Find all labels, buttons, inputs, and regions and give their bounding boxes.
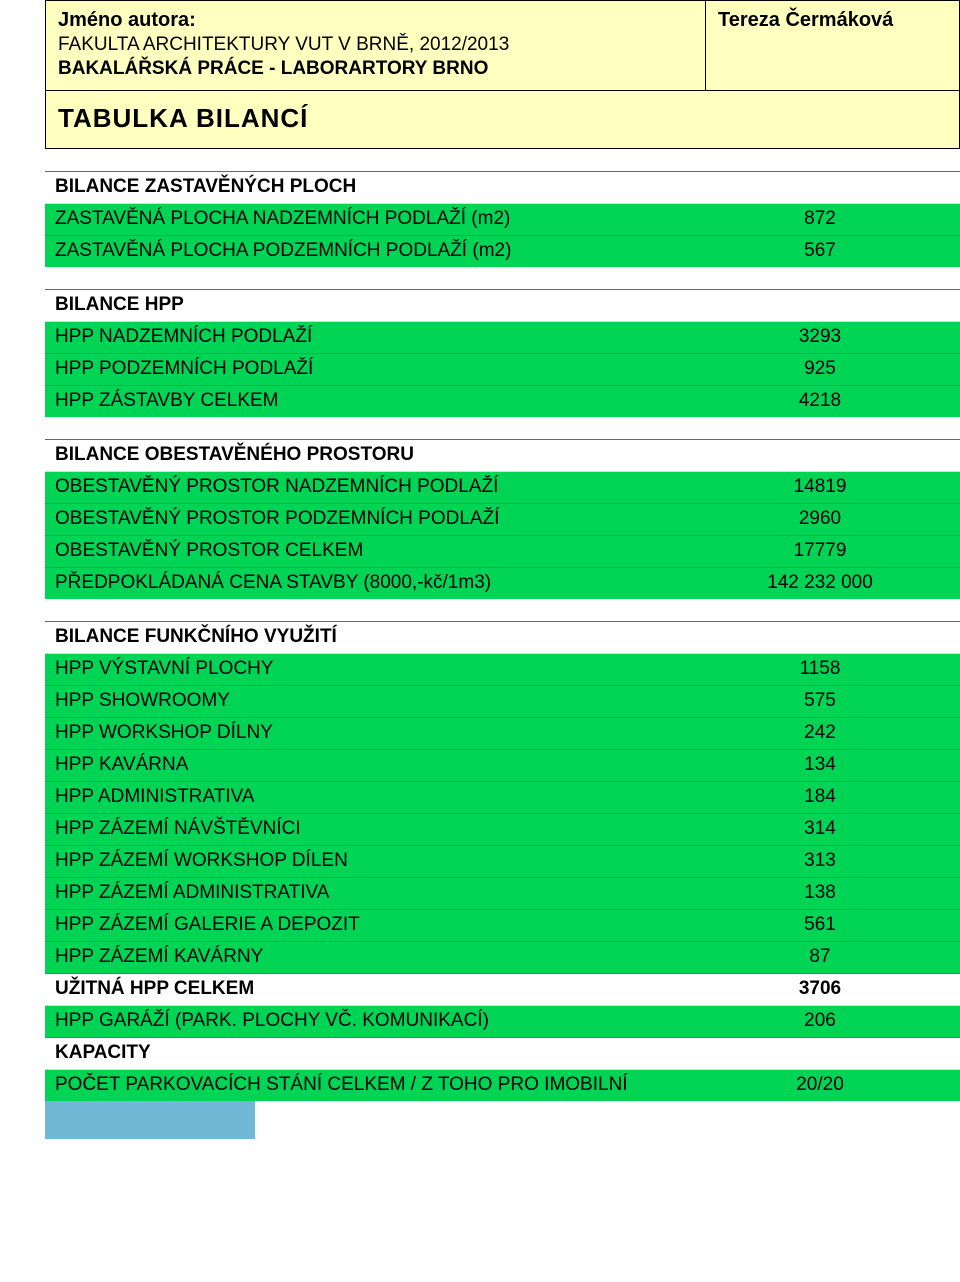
- row-value: 925: [680, 354, 960, 386]
- table-row: HPP ZÁZEMÍ WORKSHOP DÍLEN313: [45, 846, 960, 878]
- author-label: Jméno autora:: [58, 9, 196, 32]
- table-row: ZASTAVĚNÁ PLOCHA NADZEMNÍCH PODLAŽÍ (m2)…: [45, 204, 960, 236]
- table-row: HPP PODZEMNÍCH PODLAŽÍ 925: [45, 354, 960, 386]
- table-row: HPP WORKSHOP DÍLNY242: [45, 718, 960, 750]
- row-value: 314: [680, 814, 960, 846]
- row-value: 872: [680, 204, 960, 236]
- row-label: UŽITNÁ HPP CELKEM: [45, 974, 680, 1006]
- row-value: 87: [680, 942, 960, 974]
- section-hpp: BILANCE HPP HPP NADZEMNÍCH PODLAŽÍ 3293 …: [45, 289, 960, 417]
- row-label: OBESTAVĚNÝ PROSTOR PODZEMNÍCH PODLAŽÍ: [45, 504, 680, 536]
- row-value: 17779: [680, 536, 960, 568]
- row-label: HPP ZÁZEMÍ KAVÁRNY: [45, 942, 680, 974]
- thesis-line: BAKALÁŘSKÁ PRÁCE - LABORARTORY BRNO: [58, 58, 693, 80]
- table-row: HPP ZÁSTAVBY CELKEM 4218: [45, 386, 960, 418]
- row-value: 4218: [680, 386, 960, 418]
- row-label: HPP ZÁZEMÍ NÁVŠTĚVNÍCI: [45, 814, 680, 846]
- row-label: HPP KAVÁRNA: [45, 750, 680, 782]
- table-row: HPP GARÁŽÍ (PARK. PLOCHY VČ. KOMUNIKACÍ)…: [45, 1006, 960, 1038]
- row-value: 14819: [680, 472, 960, 504]
- row-label: HPP ZÁZEMÍ ADMINISTRATIVA: [45, 878, 680, 910]
- row-value: 206: [680, 1006, 960, 1038]
- row-label: HPP ZÁZEMÍ GALERIE A DEPOZIT: [45, 910, 680, 942]
- table-row: HPP SHOWROOMY575: [45, 686, 960, 718]
- row-label: OBESTAVĚNÝ PROSTOR NADZEMNÍCH PODLAŽÍ: [45, 472, 680, 504]
- section-obestaveneho: BILANCE OBESTAVĚNÉHO PROSTORU OBESTAVĚNÝ…: [45, 439, 960, 599]
- author-line: Jméno autora:: [58, 9, 693, 32]
- kapacity-header-row: KAPACITY: [45, 1038, 960, 1070]
- section-zastavenych: BILANCE ZASTAVĚNÝCH PLOCH ZASTAVĚNÁ PLOC…: [45, 171, 960, 267]
- author-name: Tereza Čermáková: [718, 9, 893, 32]
- row-label: HPP PODZEMNÍCH PODLAŽÍ: [45, 354, 680, 386]
- kapacity-label: KAPACITY: [45, 1038, 960, 1070]
- row-value: 3706: [680, 974, 960, 1006]
- section-header-row: BILANCE ZASTAVĚNÝCH PLOCH: [45, 172, 960, 204]
- table-row: HPP KAVÁRNA134: [45, 750, 960, 782]
- row-value: 134: [680, 750, 960, 782]
- table-row: ZASTAVĚNÁ PLOCHA PODZEMNÍCH PODLAŽÍ (m2)…: [45, 236, 960, 268]
- table-row: HPP ZÁZEMÍ NÁVŠTĚVNÍCI314: [45, 814, 960, 846]
- section-title: BILANCE ZASTAVĚNÝCH PLOCH: [45, 172, 960, 204]
- row-label: OBESTAVĚNÝ PROSTOR CELKEM: [45, 536, 680, 568]
- table-row: OBESTAVĚNÝ PROSTOR PODZEMNÍCH PODLAŽÍ 29…: [45, 504, 960, 536]
- document-page: Jméno autora: FAKULTA ARCHITEKTURY VUT V…: [0, 0, 960, 1179]
- page-title: TABULKA BILANCÍ: [45, 91, 960, 149]
- table-row: POČET PARKOVACÍCH STÁNÍ CELKEM / Z TOHO …: [45, 1070, 960, 1102]
- section-title: BILANCE FUNKČNÍHO VYUŽITÍ: [45, 622, 960, 654]
- row-label: HPP ZÁSTAVBY CELKEM: [45, 386, 680, 418]
- row-value: 138: [680, 878, 960, 910]
- section-header-row: BILANCE HPP: [45, 290, 960, 322]
- table-row: OBESTAVĚNÝ PROSTOR NADZEMNÍCH PODLAŽÍ 14…: [45, 472, 960, 504]
- table-row: HPP ADMINISTRATIVA184: [45, 782, 960, 814]
- author-name-box: Tereza Čermáková: [705, 0, 960, 91]
- row-label: ZASTAVĚNÁ PLOCHA PODZEMNÍCH PODLAŽÍ (m2): [45, 236, 680, 268]
- row-label: HPP VÝSTAVNÍ PLOCHY: [45, 654, 680, 686]
- section-title: BILANCE HPP: [45, 290, 960, 322]
- row-label: HPP NADZEMNÍCH PODLAŽÍ: [45, 322, 680, 354]
- row-value: 142 232 000: [680, 568, 960, 600]
- row-value: 184: [680, 782, 960, 814]
- row-label: HPP WORKSHOP DÍLNY: [45, 718, 680, 750]
- row-value: 20/20: [680, 1070, 960, 1102]
- thesis-art: ART: [348, 58, 387, 79]
- row-label: HPP GARÁŽÍ (PARK. PLOCHY VČ. KOMUNIKACÍ): [45, 1006, 680, 1038]
- thesis-prefix: BAKALÁŘSKÁ PRÁCE - LABOR: [58, 58, 348, 79]
- thesis-suffix: ORY BRNO: [387, 58, 488, 79]
- header-region: Jméno autora: FAKULTA ARCHITEKTURY VUT V…: [45, 0, 960, 91]
- footer-bar: [45, 1101, 255, 1139]
- row-value: 313: [680, 846, 960, 878]
- table-row: UŽITNÁ HPP CELKEM3706: [45, 974, 960, 1006]
- faculty-line: FAKULTA ARCHITEKTURY VUT V BRNĚ, 2012/20…: [58, 34, 693, 56]
- table-row: HPP ZÁZEMÍ GALERIE A DEPOZIT561: [45, 910, 960, 942]
- header-left: Jméno autora: FAKULTA ARCHITEKTURY VUT V…: [45, 0, 705, 91]
- table-row: HPP ZÁZEMÍ ADMINISTRATIVA138: [45, 878, 960, 910]
- row-value: 3293: [680, 322, 960, 354]
- row-value: 1158: [680, 654, 960, 686]
- row-value: 242: [680, 718, 960, 750]
- table-row: PŘEDPOKLÁDANÁ CENA STAVBY (8000,-kč/1m3)…: [45, 568, 960, 600]
- section-header-row: BILANCE FUNKČNÍHO VYUŽITÍ: [45, 622, 960, 654]
- table-row: OBESTAVĚNÝ PROSTOR CELKEM 17779: [45, 536, 960, 568]
- section-title: BILANCE OBESTAVĚNÉHO PROSTORU: [45, 440, 960, 472]
- table-row: HPP VÝSTAVNÍ PLOCHY1158: [45, 654, 960, 686]
- row-value: 2960: [680, 504, 960, 536]
- table-row: HPP NADZEMNÍCH PODLAŽÍ 3293: [45, 322, 960, 354]
- section-funkcniho: BILANCE FUNKČNÍHO VYUŽITÍ HPP VÝSTAVNÍ P…: [45, 621, 960, 1101]
- row-label: ZASTAVĚNÁ PLOCHA NADZEMNÍCH PODLAŽÍ (m2): [45, 204, 680, 236]
- row-value: 561: [680, 910, 960, 942]
- row-value: 567: [680, 236, 960, 268]
- table-row: HPP ZÁZEMÍ KAVÁRNY87: [45, 942, 960, 974]
- row-label: HPP ADMINISTRATIVA: [45, 782, 680, 814]
- row-label: HPP SHOWROOMY: [45, 686, 680, 718]
- row-value: 575: [680, 686, 960, 718]
- row-label: HPP ZÁZEMÍ WORKSHOP DÍLEN: [45, 846, 680, 878]
- row-label: PŘEDPOKLÁDANÁ CENA STAVBY (8000,-kč/1m3): [45, 568, 680, 600]
- row-label: POČET PARKOVACÍCH STÁNÍ CELKEM / Z TOHO …: [45, 1070, 680, 1102]
- section-header-row: BILANCE OBESTAVĚNÉHO PROSTORU: [45, 440, 960, 472]
